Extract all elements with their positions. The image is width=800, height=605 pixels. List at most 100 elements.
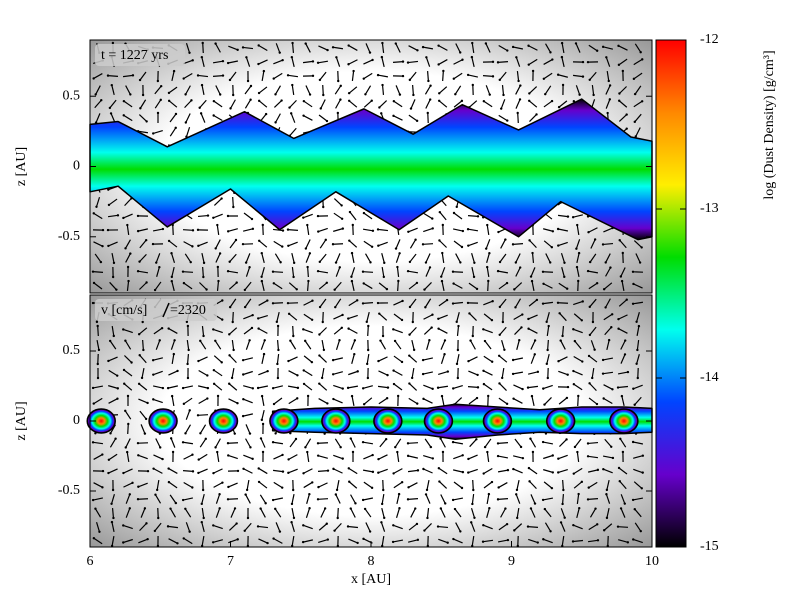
vector-head: [402, 75, 404, 77]
vector-arrow: [453, 272, 463, 273]
vector-head: [145, 418, 147, 420]
vector-arrow: [498, 443, 508, 444]
vector-arrow: [473, 480, 474, 490]
vector-head: [412, 321, 414, 323]
vector-head: [633, 404, 635, 406]
vector-head: [132, 74, 134, 76]
vector-head: [549, 261, 551, 263]
vector-head: [237, 538, 239, 540]
vector-head: [452, 538, 454, 540]
vector-head: [242, 243, 244, 245]
vector-head: [228, 354, 230, 356]
vector-head: [473, 276, 475, 278]
vector-head: [251, 314, 253, 316]
vector-head: [186, 363, 188, 365]
vector-head: [227, 270, 229, 272]
vector-head: [581, 360, 583, 362]
vector-head: [452, 387, 454, 389]
vector-head: [477, 386, 479, 388]
vector-head: [123, 369, 125, 371]
vector-head: [242, 468, 244, 470]
vector-head: [248, 339, 250, 341]
vector-head: [227, 486, 229, 488]
vector-head: [207, 214, 209, 216]
vector-head: [444, 339, 446, 341]
vector-head: [322, 94, 324, 96]
vector-head: [582, 61, 584, 63]
vector-head: [422, 359, 424, 361]
vector-head: [602, 243, 604, 245]
vector-head: [184, 508, 186, 510]
vector-head: [281, 454, 283, 456]
vector-head: [167, 467, 169, 469]
vector-head: [593, 349, 595, 351]
vector-head: [291, 42, 293, 44]
vector-head: [342, 387, 344, 389]
vector-head: [157, 112, 159, 114]
vector-head: [557, 302, 559, 304]
vector-head: [408, 354, 410, 356]
vector-head: [641, 487, 643, 489]
vector-head: [337, 517, 339, 519]
vector-head: [620, 507, 622, 509]
vector-head: [437, 525, 439, 527]
vector-head: [234, 432, 236, 434]
vector-arrow: [233, 197, 234, 207]
vector-head: [173, 353, 175, 355]
vector-head: [396, 266, 398, 268]
vector-head: [537, 371, 539, 373]
vector-head: [634, 508, 636, 510]
dust-clump: [374, 409, 402, 433]
vector-head: [407, 498, 409, 500]
vector-arrow: [318, 499, 328, 500]
vector-head: [536, 299, 538, 301]
vector-head: [627, 541, 629, 543]
vector-head: [183, 282, 185, 284]
vector-head: [596, 282, 598, 284]
vector-head: [332, 359, 334, 361]
vector-head: [414, 239, 416, 241]
vector-head: [124, 410, 126, 412]
vector-head: [319, 306, 321, 308]
vector-head: [572, 524, 574, 526]
vector-head: [437, 387, 439, 389]
vector-head: [563, 262, 565, 264]
vector-head: [475, 438, 477, 440]
vector-head: [201, 503, 203, 505]
vector-head: [100, 261, 102, 263]
vector-head: [335, 261, 337, 263]
vector-head: [123, 383, 125, 385]
vector-head: [251, 458, 253, 460]
vector-head: [227, 230, 229, 232]
vector-head: [201, 521, 203, 523]
vector-head: [517, 112, 519, 114]
vector-head: [171, 276, 173, 278]
vector-head: [242, 359, 244, 361]
vector-head: [416, 49, 418, 51]
y-axis-label: z [AU]: [14, 401, 29, 440]
vector-arrow: [108, 76, 118, 77]
vector-head: [482, 524, 484, 526]
vector-head: [461, 59, 463, 61]
vector-head: [235, 281, 237, 283]
vector-head: [596, 403, 598, 405]
vector-head: [407, 231, 409, 233]
vector-head: [422, 243, 424, 245]
vector-head: [513, 288, 515, 290]
vector-head: [410, 107, 412, 109]
vector-head: [161, 458, 163, 460]
vector-head: [312, 75, 314, 77]
vector-arrow: [278, 340, 279, 350]
vector-head: [441, 395, 443, 397]
vector-head: [618, 64, 620, 66]
vector-head: [561, 42, 563, 44]
vector-head: [171, 280, 173, 282]
vector-head: [261, 419, 263, 421]
vector-head: [457, 377, 459, 379]
vector-head: [426, 489, 428, 491]
vector-head: [482, 328, 484, 330]
vector-head: [107, 245, 109, 247]
vector-head: [366, 363, 368, 365]
vector-head: [484, 340, 486, 342]
vector-head: [272, 270, 274, 272]
